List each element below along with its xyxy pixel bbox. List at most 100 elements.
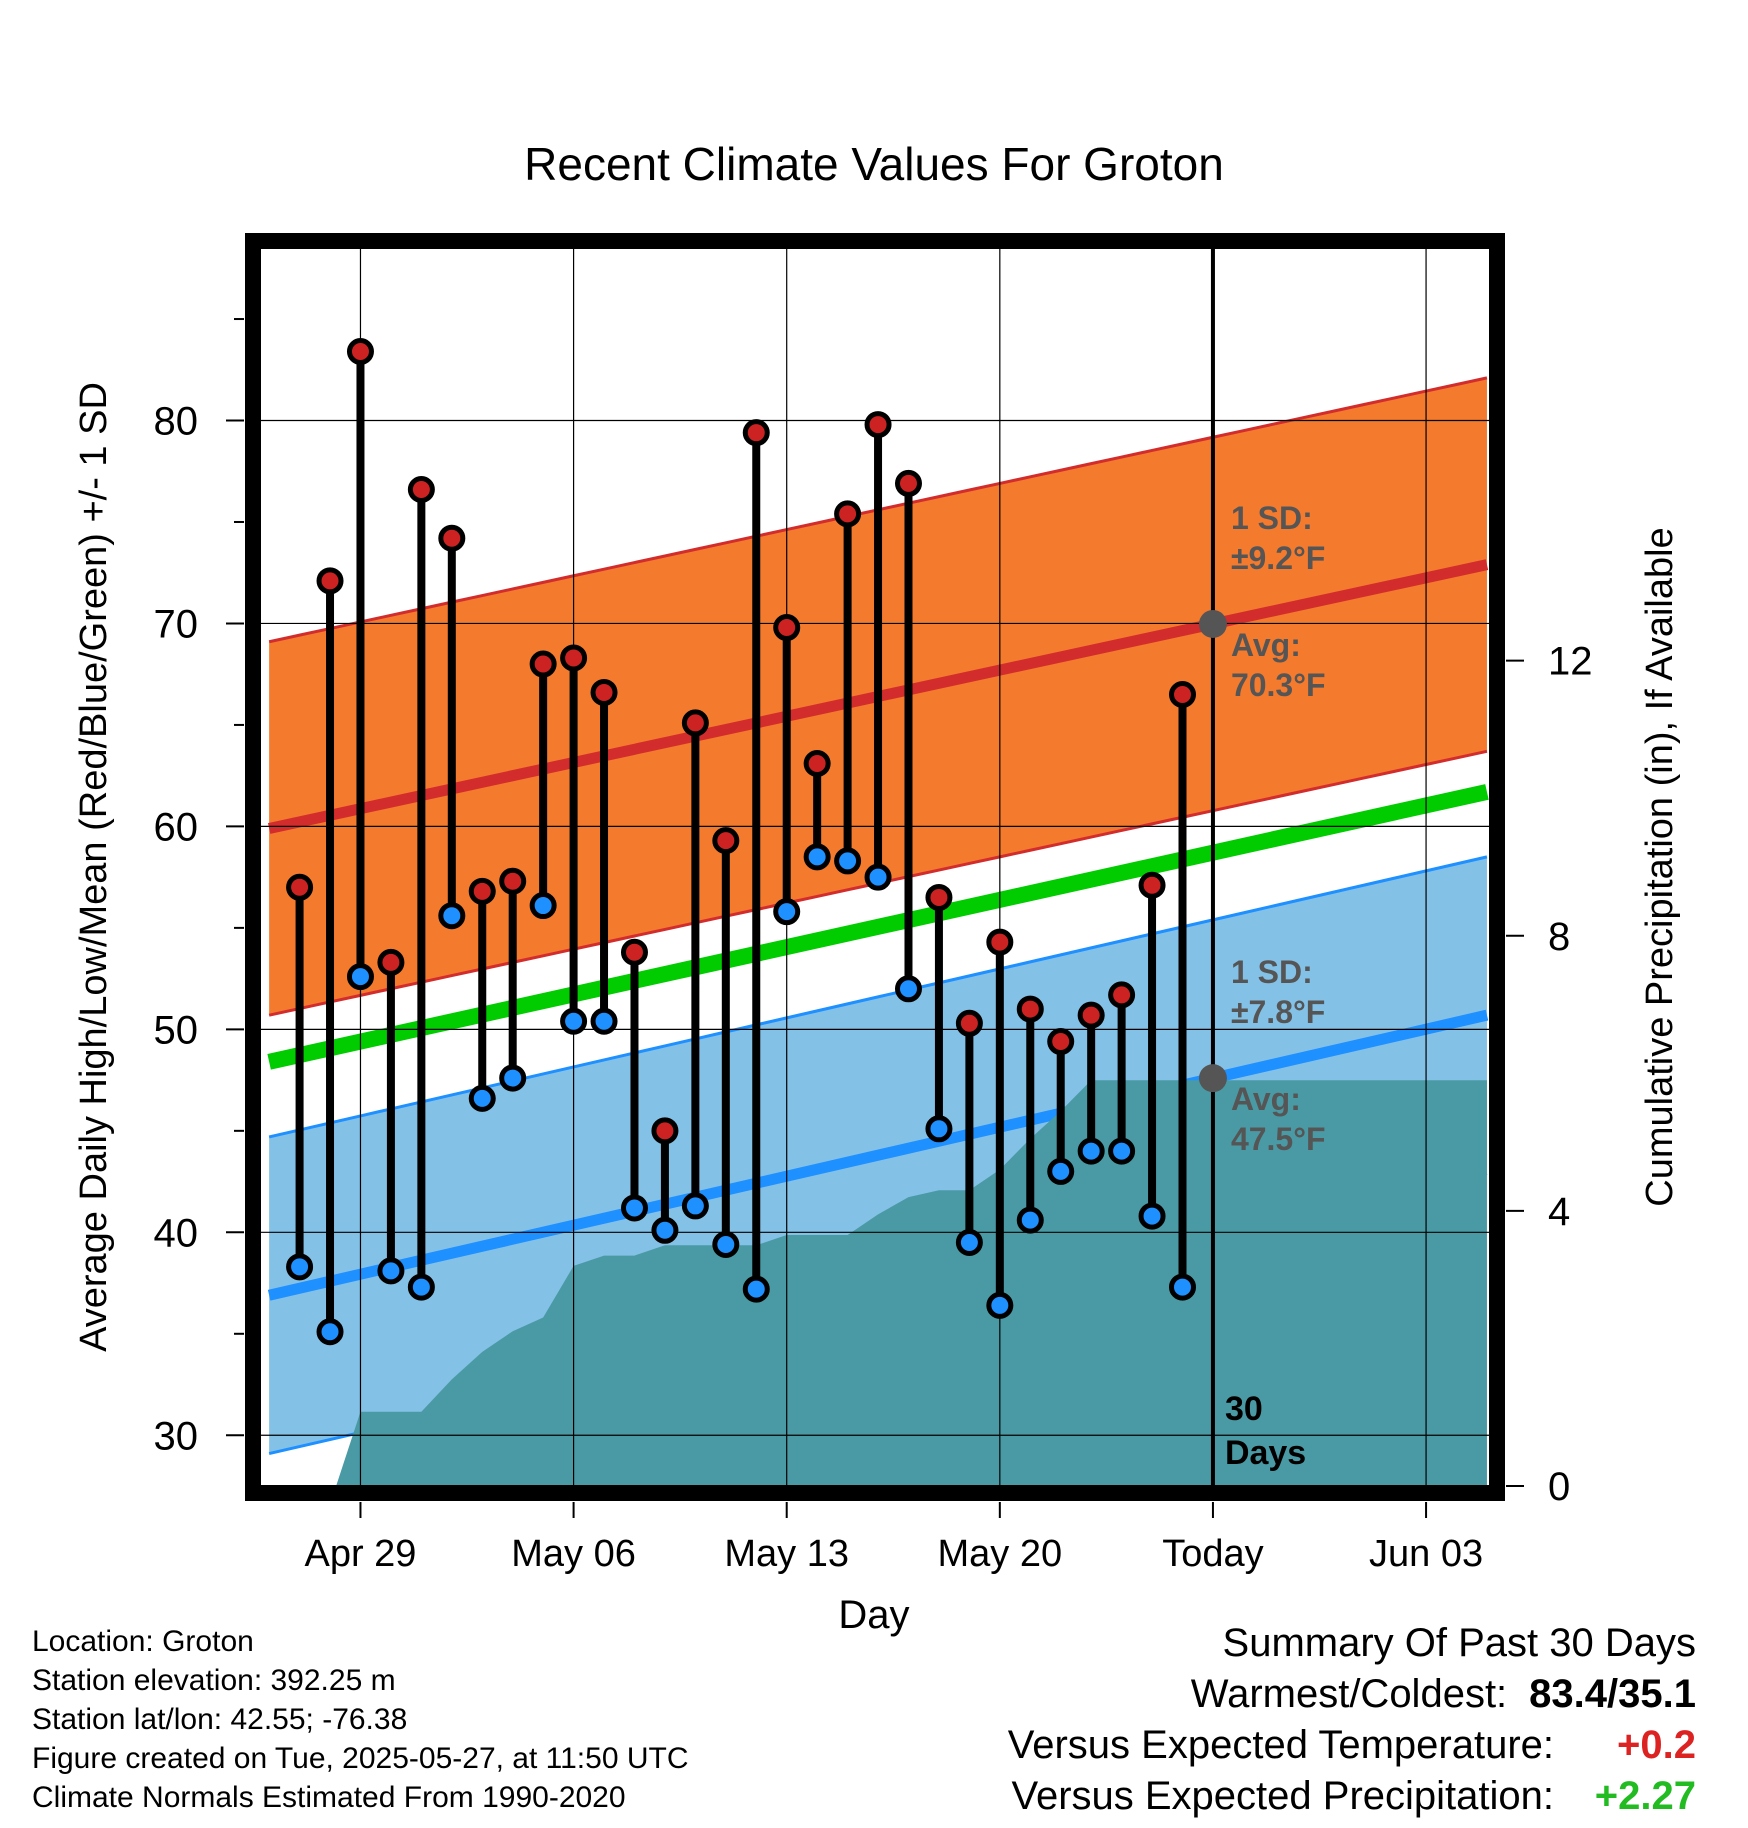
daily-high-point (286, 873, 314, 901)
daily-high-point (681, 709, 709, 737)
high-sd-value: ±9.2°F (1231, 540, 1325, 576)
daily-low-point (1108, 1137, 1136, 1165)
high-avg-label: Avg: (1231, 627, 1301, 663)
y2-tick-label: 8 (1548, 915, 1570, 959)
daily-high-point (925, 883, 953, 911)
daily-high-point (834, 500, 862, 528)
daily-low-point (955, 1228, 983, 1256)
daily-low-point (864, 863, 892, 891)
daily-high-point (803, 749, 831, 777)
precip-value: +2.27 (1594, 1774, 1696, 1818)
daily-low-point (986, 1291, 1014, 1319)
daily-low-point (346, 963, 374, 991)
daily-high-point (1016, 995, 1044, 1023)
daily-low-point (590, 1007, 618, 1035)
low-avg-value: 47.5°F (1231, 1121, 1326, 1157)
y-tick-label: 30 (154, 1414, 199, 1458)
daily-low-point (834, 847, 862, 875)
x-tick-label: Jun 03 (1369, 1533, 1483, 1575)
x-tick-label: Apr 29 (304, 1533, 416, 1575)
x-tick-label: May 20 (938, 1533, 1063, 1575)
high-sd-label: 1 SD: (1231, 500, 1313, 536)
y-axis-label: Average Daily High/Low/Mean (Red/Blue/Gr… (73, 382, 115, 1352)
low-avg-label: Avg: (1231, 1081, 1301, 1117)
daily-low-point (894, 975, 922, 1003)
normal-low-line (267, 1009, 1489, 1301)
daily-high-point (377, 948, 405, 976)
daily-low-point (1138, 1202, 1166, 1230)
today-normal-high-marker (1198, 609, 1227, 638)
x-tick-label: Today (1162, 1533, 1263, 1575)
precip-area (336, 1080, 1487, 1486)
x-tick-label: May 06 (511, 1533, 636, 1575)
created-text: Figure created on Tue, 2025-05-27, at 11… (32, 1742, 689, 1775)
daily-low-point (1016, 1206, 1044, 1234)
latlon-text: Station lat/lon: 42.55; -76.38 (32, 1703, 408, 1736)
y2-tick-label: 0 (1548, 1465, 1570, 1509)
daily-high-point (894, 469, 922, 497)
plot-frame (245, 233, 1505, 1501)
daily-low-point (925, 1115, 953, 1143)
normal-mean-line (267, 784, 1489, 1070)
daily-high-point (620, 938, 648, 966)
daily-high-point (712, 827, 740, 855)
daily-high-point (864, 411, 892, 439)
daily-high-point (955, 1009, 983, 1037)
warm-cold-value: 83.4/35.1 (1529, 1672, 1696, 1716)
daily-high-point (346, 338, 374, 366)
daily-low-point (377, 1257, 405, 1285)
y-tick-label: 60 (154, 805, 199, 849)
daily-low-point (1169, 1273, 1196, 1301)
daily-low-point (773, 898, 801, 926)
high-avg-value: 70.3°F (1231, 667, 1326, 703)
daily-high-point (407, 476, 435, 504)
y2-tick-label: 4 (1548, 1190, 1570, 1234)
daily-low-point (742, 1275, 770, 1303)
summary-title: Summary Of Past 30 Days (1222, 1621, 1696, 1665)
daily-high-point (529, 650, 557, 678)
warm-cold-label: Warmest/Coldest: (1190, 1672, 1508, 1716)
y2-axis-label: Cumulative Precipitation (in), If Availa… (1639, 527, 1681, 1206)
low-sd-label: 1 SD: (1231, 954, 1313, 990)
daily-high-point (499, 867, 527, 895)
y2-tick-label: 12 (1548, 640, 1593, 684)
elevation-text: Station elevation: 392.25 m (32, 1664, 396, 1697)
daily-low-point (681, 1192, 709, 1220)
daily-low-point (803, 843, 831, 871)
x-tick-label: May 13 (724, 1533, 849, 1575)
daily-low-point (1077, 1137, 1105, 1165)
daily-high-point (316, 567, 344, 595)
daily-low-point (651, 1216, 679, 1244)
daily-high-point (468, 877, 496, 905)
daily-high-point (651, 1117, 679, 1145)
daily-low-point (1047, 1157, 1075, 1185)
daily-low-point (316, 1318, 344, 1346)
y-tick-label: 40 (154, 1211, 199, 1255)
x-axis-label: Day (838, 1593, 909, 1637)
warm-cold-row: Warmest/Coldest: 83.4/35.1 (1008, 1669, 1696, 1720)
summary-panel: Summary Of Past 30 Days Warmest/Coldest:… (1008, 1618, 1696, 1822)
y-tick-label: 70 (154, 602, 199, 646)
daily-low-point (438, 902, 466, 930)
low-sd-value: ±7.8°F (1231, 994, 1325, 1030)
daily-low-point (407, 1273, 435, 1301)
location-text: Location: Groton (32, 1625, 254, 1658)
daily-low-point (620, 1194, 648, 1222)
daily-high-point (1138, 871, 1166, 899)
daily-high-point (986, 928, 1014, 956)
chart-title: Recent Climate Values For Groton (524, 138, 1224, 190)
daily-high-point (1047, 1028, 1075, 1056)
daily-low-point (499, 1064, 527, 1092)
daily-high-point (590, 678, 618, 706)
daily-low-point (529, 892, 557, 920)
precip-label: Versus Expected Precipitation: (1011, 1774, 1554, 1818)
y-tick-label: 50 (154, 1008, 199, 1052)
station-info: Location: Groton Station elevation: 392.… (32, 1622, 689, 1817)
daily-high-point (1108, 981, 1136, 1009)
precip-row: Versus Expected Precipitation: +2.27 (1008, 1771, 1696, 1822)
days-label: Days (1225, 1434, 1306, 1472)
daily-high-point (1077, 1001, 1105, 1029)
daily-low-point (712, 1230, 740, 1258)
daily-high-point (560, 644, 588, 672)
